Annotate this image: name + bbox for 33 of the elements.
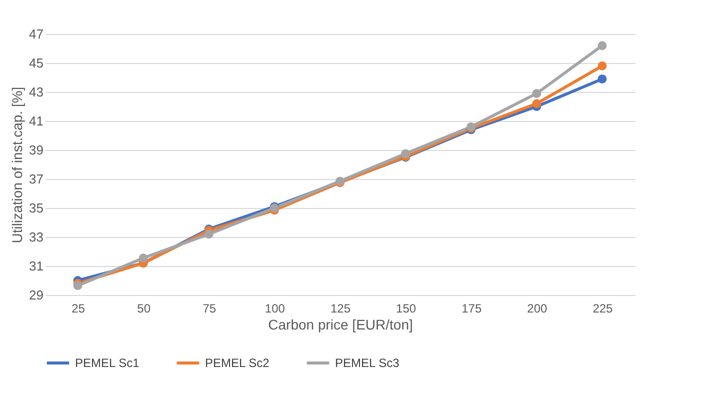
point <box>73 281 82 290</box>
x-tick-label: 50 <box>137 302 151 316</box>
legend-label: PEMEL Sc1 <box>75 356 140 370</box>
x-tick-label: 200 <box>527 302 548 316</box>
point <box>598 41 607 50</box>
point <box>204 230 214 239</box>
y-tick-label: 41 <box>29 114 44 128</box>
point <box>598 61 607 70</box>
x-tick-label: 125 <box>330 302 351 316</box>
legend-label: PEMEL Sc3 <box>335 356 400 370</box>
y-tick-label: 47 <box>29 26 44 42</box>
x-tick-label: 25 <box>72 302 86 316</box>
point <box>138 254 148 262</box>
point <box>532 99 542 108</box>
point <box>401 149 410 158</box>
point <box>598 74 607 84</box>
point <box>532 88 542 98</box>
y-tick-label: 43 <box>29 84 44 100</box>
x-tick-label: 175 <box>462 302 482 316</box>
x-tick-label: 150 <box>396 302 416 316</box>
y-axis-title: Utilization of inst.cap. [%] <box>9 86 26 244</box>
x-tick-label: 100 <box>264 302 286 316</box>
x-axis-title: Carbon price [EUR/ton] <box>268 316 413 332</box>
x-tick-label: 225 <box>592 302 614 316</box>
x-tick-label: 75 <box>202 302 216 316</box>
y-tick-label: 31 <box>29 258 44 274</box>
y-tick-label: 29 <box>29 288 44 302</box>
legend-label: PEMEL Sc2 <box>205 356 270 370</box>
y-tick-label: 35 <box>29 200 44 216</box>
y-tick-label: 37 <box>29 172 44 186</box>
y-tick-label: 33 <box>29 230 44 244</box>
y-tick-label: 39 <box>29 142 44 158</box>
y-tick-label: 45 <box>29 56 44 70</box>
